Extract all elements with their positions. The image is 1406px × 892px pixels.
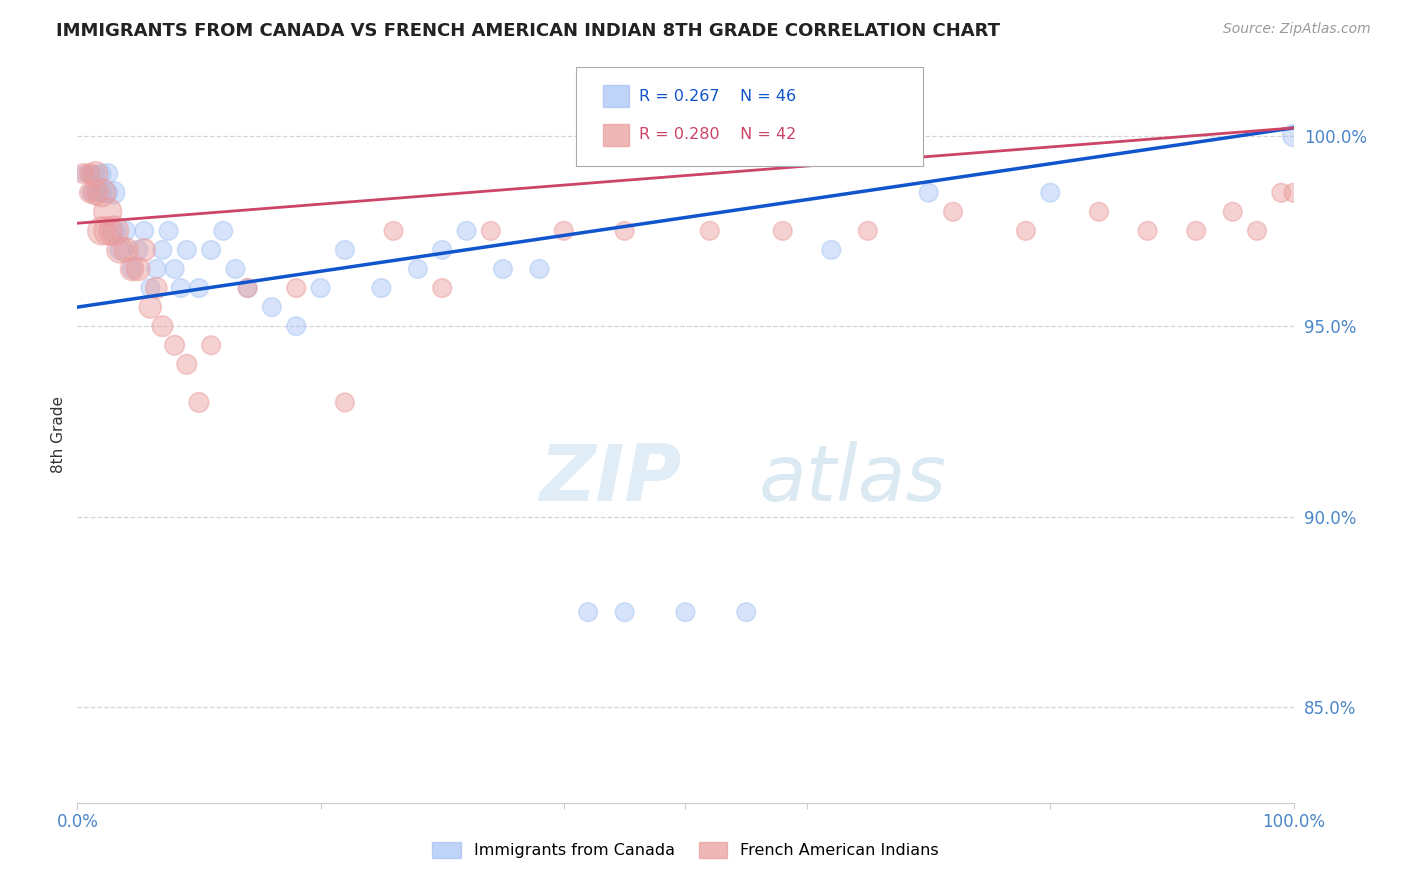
Text: IMMIGRANTS FROM CANADA VS FRENCH AMERICAN INDIAN 8TH GRADE CORRELATION CHART: IMMIGRANTS FROM CANADA VS FRENCH AMERICA… <box>56 22 1000 40</box>
Point <box>103 186 125 200</box>
Point <box>918 186 941 200</box>
Point <box>188 395 211 409</box>
Point <box>1282 186 1305 200</box>
Y-axis label: 8th Grade: 8th Grade <box>51 396 66 474</box>
Point <box>79 167 101 181</box>
Point <box>145 262 167 277</box>
Point <box>176 357 198 371</box>
Point <box>856 224 879 238</box>
Point <box>152 243 174 257</box>
Point <box>79 186 101 200</box>
Point <box>145 281 167 295</box>
Point <box>1136 224 1159 238</box>
Point <box>285 281 308 295</box>
Point <box>200 338 222 352</box>
Point <box>333 395 356 409</box>
Point <box>84 167 107 181</box>
Point <box>1015 224 1038 238</box>
Point <box>529 262 551 277</box>
FancyBboxPatch shape <box>576 67 922 166</box>
Point <box>212 224 235 238</box>
Point <box>370 281 392 295</box>
Point <box>90 186 112 200</box>
Point <box>236 281 259 295</box>
Point <box>1282 128 1305 143</box>
Point <box>170 281 193 295</box>
Text: R = 0.280    N = 42: R = 0.280 N = 42 <box>640 127 796 142</box>
Point <box>735 605 758 619</box>
Point <box>675 605 697 619</box>
Point <box>103 224 125 238</box>
Point <box>492 262 515 277</box>
Point <box>90 224 112 238</box>
Point <box>553 224 575 238</box>
Point <box>260 300 283 314</box>
Point <box>121 262 143 277</box>
Point <box>406 262 429 277</box>
Text: atlas: atlas <box>758 441 946 517</box>
Point <box>127 243 149 257</box>
Point <box>176 243 198 257</box>
Point <box>699 224 721 238</box>
Point <box>121 262 143 277</box>
Point <box>942 204 965 219</box>
Point <box>97 224 120 238</box>
Point <box>139 300 162 314</box>
Point <box>97 186 120 200</box>
Point <box>576 605 599 619</box>
Point <box>84 167 107 181</box>
Point <box>84 186 107 200</box>
Point <box>1039 186 1062 200</box>
Point <box>285 319 308 334</box>
Point <box>163 338 186 352</box>
Point <box>1246 224 1268 238</box>
Legend: Immigrants from Canada, French American Indians: Immigrants from Canada, French American … <box>426 836 945 864</box>
Point <box>820 243 842 257</box>
Point <box>79 167 101 181</box>
Point <box>103 224 125 238</box>
Point <box>108 243 131 257</box>
Point <box>382 224 405 238</box>
Text: ZIP: ZIP <box>540 441 682 517</box>
Point <box>90 186 112 200</box>
Bar <box>603 86 630 107</box>
Point <box>430 243 453 257</box>
Point <box>236 281 259 295</box>
Point <box>152 319 174 334</box>
Point <box>163 262 186 277</box>
Point <box>1270 186 1292 200</box>
Point <box>188 281 211 295</box>
Point <box>613 224 636 238</box>
Point <box>224 262 246 277</box>
Point <box>72 167 94 181</box>
Point <box>72 167 94 181</box>
Point <box>127 262 149 277</box>
Point <box>84 186 107 200</box>
Point <box>1222 204 1244 219</box>
Point <box>309 281 332 295</box>
Point <box>1088 204 1111 219</box>
Point <box>134 224 156 238</box>
Point <box>134 243 156 257</box>
Point <box>479 224 502 238</box>
Point <box>200 243 222 257</box>
Point <box>613 605 636 619</box>
Point <box>772 224 794 238</box>
Point <box>115 224 138 238</box>
Point <box>79 186 101 200</box>
Point <box>97 204 120 219</box>
Point <box>97 167 120 181</box>
Point <box>139 281 162 295</box>
Text: R = 0.267    N = 46: R = 0.267 N = 46 <box>640 89 796 103</box>
Bar <box>603 124 630 145</box>
Point <box>456 224 478 238</box>
Point <box>90 167 112 181</box>
Point <box>115 243 138 257</box>
Point <box>430 281 453 295</box>
Point <box>1185 224 1208 238</box>
Point <box>333 243 356 257</box>
Text: Source: ZipAtlas.com: Source: ZipAtlas.com <box>1223 22 1371 37</box>
Point <box>108 243 131 257</box>
Point <box>157 224 180 238</box>
